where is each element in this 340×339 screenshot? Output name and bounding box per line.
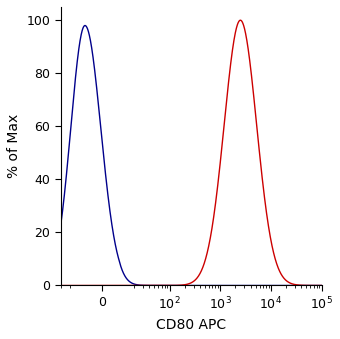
X-axis label: CD80 APC: CD80 APC [156,318,226,332]
Y-axis label: % of Max: % of Max [7,114,21,178]
